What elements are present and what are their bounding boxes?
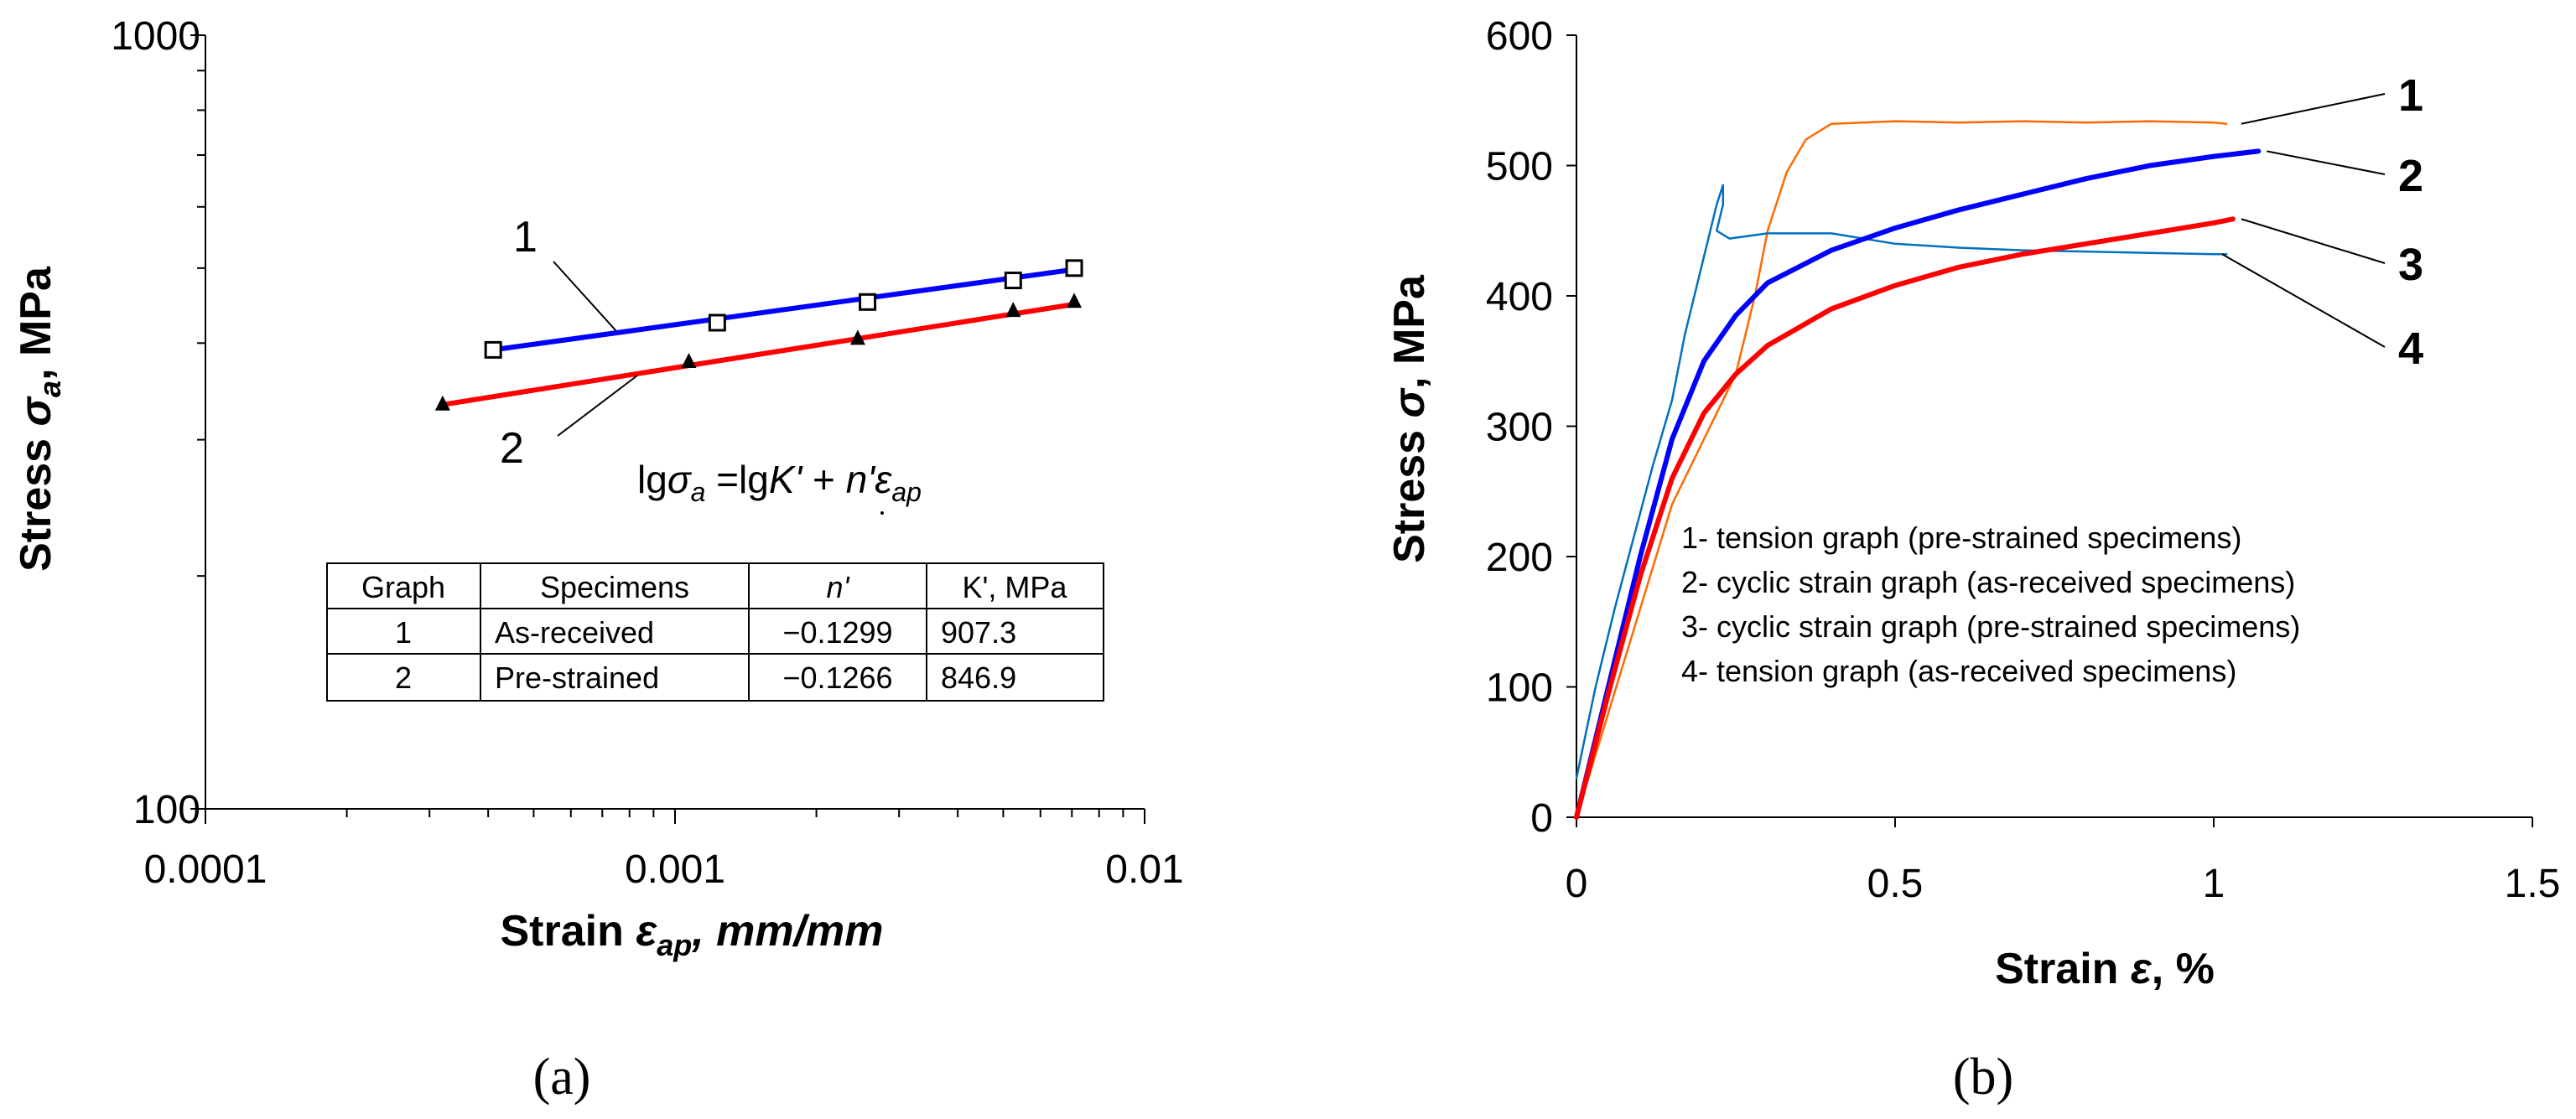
series-2-leader-a (557, 375, 638, 437)
series-4-curve-b (1575, 184, 2228, 780)
x-axis-title-a: Strain εap, mm/mm (500, 907, 883, 962)
x-ticks-b: 0 0.5 1 1.5 (1566, 817, 2561, 906)
x-tick-label-a: 0.01 (1105, 847, 1183, 892)
series-1-leader-b (2241, 93, 2386, 125)
series-1-label-b: 1 (2398, 70, 2423, 121)
y-tick-label-b: 200 (1486, 536, 1553, 580)
table-cell: 2 (395, 661, 412, 695)
table-cell: 846.9 (941, 661, 1016, 695)
y-tick-label-b: 100 (1486, 666, 1553, 711)
formula-a: lgσa =lgK' + n'εap (637, 458, 922, 507)
y-ticks-a: 100 1000 (111, 14, 205, 832)
legend-item: 1- tension graph (pre-strained specimens… (1681, 521, 2241, 555)
y-axis-title-a: Stress σa, MPa (12, 266, 67, 572)
y-axis-title-b: Stress σ, MPa (1385, 274, 1434, 563)
parameter-table: Graph Specimens n' K', MPa 1 As-received… (326, 562, 1104, 702)
formula-dot-a (880, 511, 884, 515)
series-1-line-a (492, 267, 1075, 353)
y-tick-label-b: 300 (1486, 406, 1553, 450)
series-2-point-a (1005, 302, 1021, 318)
series-callouts-b: 1 2 3 4 (2221, 70, 2423, 374)
legend-item: 2- cyclic strain graph (as-received spec… (1681, 565, 2295, 599)
series-2-point-a (1067, 293, 1083, 308)
table-cell: Pre-strained (495, 661, 659, 695)
x-tick-label-b: 0 (1566, 862, 1588, 906)
series-3-leader-b (2241, 218, 2386, 264)
x-tick-label-b: 1 (2203, 862, 2225, 906)
y-tick-label-b: 0 (1530, 796, 1553, 841)
series-4-leader-b (2221, 253, 2386, 348)
table-cell: −0.1266 (782, 661, 892, 695)
y-tick-label-a: 1000 (111, 14, 200, 59)
series-1-point-a (1065, 259, 1083, 277)
panel-label-a: (a) (533, 1049, 591, 1106)
table-header-n: n' (827, 570, 850, 604)
table-header-graph: Graph (361, 570, 445, 604)
table-border (326, 562, 1104, 702)
series-2-label-b: 2 (2398, 151, 2423, 201)
series-4-label-b: 4 (2398, 324, 2423, 374)
series-3-label-b: 3 (2398, 240, 2423, 290)
legend-b: 1- tension graph (pre-strained specimens… (1681, 521, 2300, 688)
table-cell: −0.1299 (782, 615, 892, 650)
series-3-curve-b (1574, 216, 2236, 820)
series-1-label-a: 1 (513, 213, 538, 262)
series-1-point-a (859, 293, 877, 311)
legend-item: 3- cyclic strain graph (pre-strained spe… (1681, 609, 2300, 644)
y-ticks-b: 0 100 200 300 400 500 600 (1486, 14, 1576, 841)
series-group-a (434, 259, 1083, 411)
table-header-specimens: Specimens (540, 570, 689, 604)
x-tick-label-a: 0.001 (625, 847, 725, 892)
table-cell: As-received (495, 615, 654, 650)
x-tick-label-a: 0.0001 (144, 847, 267, 892)
series-2-label-a: 2 (500, 424, 524, 473)
legend-item: 4- tension graph (as-received specimens) (1681, 654, 2236, 688)
y-tick-label-b: 600 (1486, 14, 1553, 59)
table-cell: 907.3 (941, 615, 1016, 650)
minor-ticks-a (197, 70, 1124, 817)
series-2-leader-b (2267, 150, 2386, 175)
series-2-point-a (849, 329, 865, 345)
series-1-point-a (1004, 272, 1022, 290)
series-1-leader-a (553, 261, 617, 332)
series-2-curve-b (1574, 148, 2262, 820)
series-2-point-a (681, 352, 697, 368)
panel-b: 0 0.5 1 1.5 0 100 200 300 400 500 600 Strain ε, %… (1385, 14, 2560, 1106)
y-tick-label-a: 100 (133, 788, 200, 832)
y-tick-label-b: 400 (1486, 275, 1553, 319)
panel-a: 0.0001 0.001 0.01 100 1000 Strain εap, mm/m… (12, 14, 1184, 1106)
y-tick-label-b: 500 (1486, 145, 1553, 189)
series-2-point-a (434, 395, 450, 411)
x-tick-label-b: 1.5 (2505, 862, 2561, 906)
series-1-point-a (708, 313, 726, 332)
table-header-k: K', MPa (963, 570, 1068, 604)
series-2-line-a (442, 302, 1075, 407)
panel-label-b: (b) (1953, 1049, 2013, 1106)
series-1-curve-b (1575, 120, 2228, 819)
x-tick-label-b: 0.5 (1867, 862, 1924, 906)
table-cell: 1 (395, 615, 412, 650)
x-axis-title-b: Strain ε, % (1995, 945, 2215, 993)
x-ticks-a: 0.0001 0.001 0.01 (144, 809, 1184, 892)
series-1-point-a (484, 340, 502, 359)
series-group-b (1574, 120, 2262, 820)
